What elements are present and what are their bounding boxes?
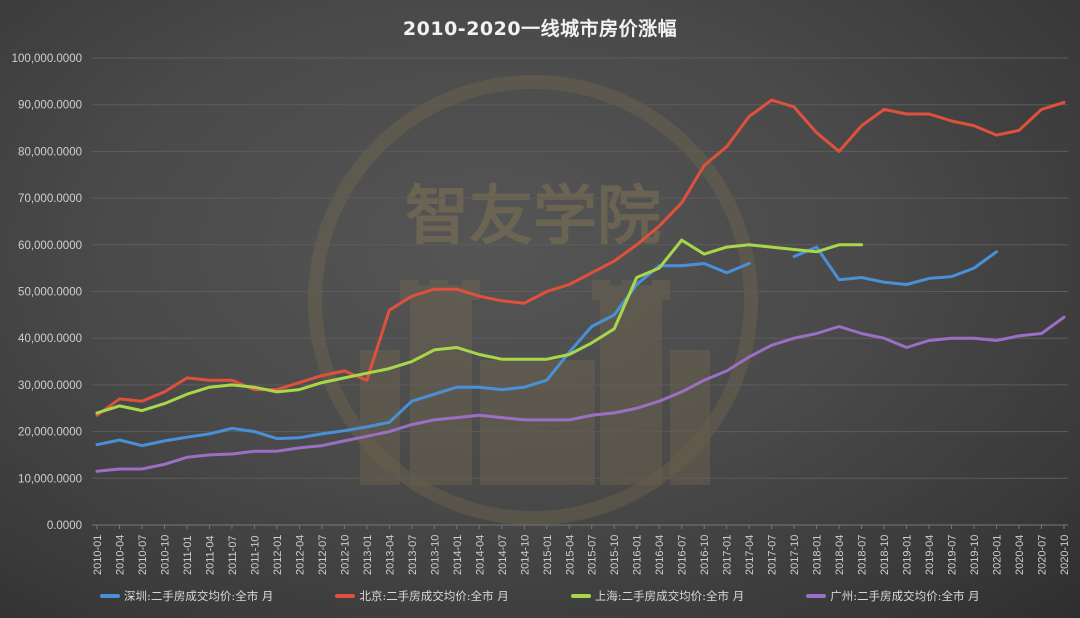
svg-text:2015-07: 2015-07 bbox=[587, 535, 599, 575]
svg-text:2017-04: 2017-04 bbox=[744, 535, 756, 575]
svg-text:2013-01: 2013-01 bbox=[362, 535, 374, 575]
svg-text:2019-07: 2019-07 bbox=[947, 535, 959, 575]
svg-text:100,000.0000: 100,000.0000 bbox=[12, 53, 82, 65]
legend-label: 上海:二手房成交均价:全市 月 bbox=[594, 589, 745, 603]
svg-text:2020-07: 2020-07 bbox=[1037, 535, 1049, 575]
chart-title: 2010-2020一线城市房价涨幅 bbox=[402, 18, 678, 40]
svg-text:2019-10: 2019-10 bbox=[969, 535, 981, 575]
svg-text:2017-07: 2017-07 bbox=[767, 535, 779, 575]
svg-text:2018-04: 2018-04 bbox=[834, 535, 846, 575]
svg-text:2017-01: 2017-01 bbox=[722, 535, 734, 575]
legend-swatch bbox=[570, 594, 591, 598]
svg-text:2018-01: 2018-01 bbox=[812, 535, 824, 575]
svg-text:2013-07: 2013-07 bbox=[407, 535, 419, 575]
svg-text:2013-04: 2013-04 bbox=[384, 535, 396, 575]
legend-item-shanghai[interactable]: 上海:二手房成交均价:全市 月 bbox=[570, 588, 745, 604]
svg-text:2011-10: 2011-10 bbox=[249, 535, 261, 575]
svg-text:2012-01: 2012-01 bbox=[272, 535, 284, 575]
svg-text:2020-10: 2020-10 bbox=[1059, 535, 1071, 575]
legend-swatch bbox=[335, 594, 356, 598]
svg-text:2019-04: 2019-04 bbox=[924, 535, 936, 575]
legend-label: 北京:二手房成交均价:全市 月 bbox=[359, 589, 509, 603]
svg-text:90,000.0000: 90,000.0000 bbox=[18, 100, 82, 112]
svg-text:2018-10: 2018-10 bbox=[879, 535, 891, 575]
svg-text:2016-07: 2016-07 bbox=[677, 535, 689, 575]
svg-text:70,000.0000: 70,000.0000 bbox=[18, 193, 82, 205]
svg-text:10,000.0000: 10,000.0000 bbox=[18, 473, 82, 485]
svg-text:2010-07: 2010-07 bbox=[137, 535, 149, 575]
svg-text:2016-04: 2016-04 bbox=[654, 535, 666, 575]
svg-text:2011-07: 2011-07 bbox=[227, 535, 239, 575]
legend-item-shenzhen[interactable]: 深圳:二手房成交均价:全市 月 bbox=[100, 588, 273, 604]
legend-swatch bbox=[806, 594, 827, 598]
svg-text:2012-04: 2012-04 bbox=[294, 535, 306, 575]
svg-text:2014-04: 2014-04 bbox=[474, 535, 486, 575]
svg-text:2014-10: 2014-10 bbox=[519, 535, 531, 575]
watermark-text: 智友学院 bbox=[405, 179, 661, 254]
svg-text:60,000.0000: 60,000.0000 bbox=[18, 240, 82, 252]
svg-text:40,000.0000: 40,000.0000 bbox=[18, 333, 82, 345]
svg-text:2020-04: 2020-04 bbox=[1014, 535, 1026, 575]
legend-item-beijing[interactable]: 北京:二手房成交均价:全市 月 bbox=[335, 588, 509, 604]
legend-item-guangzhou[interactable]: 广州:二手房成交均价:全市 月 bbox=[806, 588, 980, 604]
svg-text:2012-07: 2012-07 bbox=[317, 535, 329, 575]
svg-text:2016-10: 2016-10 bbox=[699, 535, 711, 575]
svg-text:2019-01: 2019-01 bbox=[902, 535, 914, 575]
svg-text:2016-01: 2016-01 bbox=[632, 535, 644, 575]
svg-text:2013-10: 2013-10 bbox=[429, 535, 441, 575]
svg-text:20,000.0000: 20,000.0000 bbox=[18, 427, 82, 439]
y-axis: 0.0000 10,000.0000 20,000.0000 30,000.0000 4… bbox=[12, 53, 82, 532]
svg-text:2014-07: 2014-07 bbox=[497, 535, 509, 575]
svg-text:2014-01: 2014-01 bbox=[452, 535, 464, 575]
svg-text:80,000.0000: 80,000.0000 bbox=[18, 146, 82, 158]
svg-text:2010-01: 2010-01 bbox=[92, 535, 104, 575]
svg-text:2011-04: 2011-04 bbox=[204, 535, 216, 575]
svg-text:50,000.0000: 50,000.0000 bbox=[18, 287, 82, 299]
svg-text:2010-04: 2010-04 bbox=[114, 535, 126, 575]
svg-text:2020-01: 2020-01 bbox=[992, 535, 1004, 575]
legend-label: 深圳:二手房成交均价:全市 月 bbox=[124, 589, 274, 603]
svg-text:2012-10: 2012-10 bbox=[339, 535, 351, 575]
svg-text:30,000.0000: 30,000.0000 bbox=[18, 380, 82, 392]
svg-text:2015-10: 2015-10 bbox=[609, 535, 621, 575]
svg-text:2011-01: 2011-01 bbox=[182, 535, 194, 575]
x-axis: 2010-01 2010-04 2010-07 2010-10 2011-01 2011-… bbox=[92, 525, 1071, 575]
svg-text:2015-01: 2015-01 bbox=[542, 535, 554, 575]
legend-swatch bbox=[100, 594, 120, 598]
svg-text:2018-07: 2018-07 bbox=[857, 535, 869, 575]
legend: 深圳:二手房成交均价:全市 月 北京:二手房成交均价:全市 月 上海:二手房成交… bbox=[100, 588, 980, 604]
svg-text:2015-04: 2015-04 bbox=[564, 535, 576, 575]
series-lines bbox=[95, 98, 1066, 473]
svg-text:2010-10: 2010-10 bbox=[159, 535, 171, 575]
legend-label: 广州:二手房成交均价:全市 月 bbox=[830, 589, 980, 603]
svg-text:0.0000: 0.0000 bbox=[47, 520, 82, 532]
svg-text:2017-10: 2017-10 bbox=[789, 535, 801, 575]
